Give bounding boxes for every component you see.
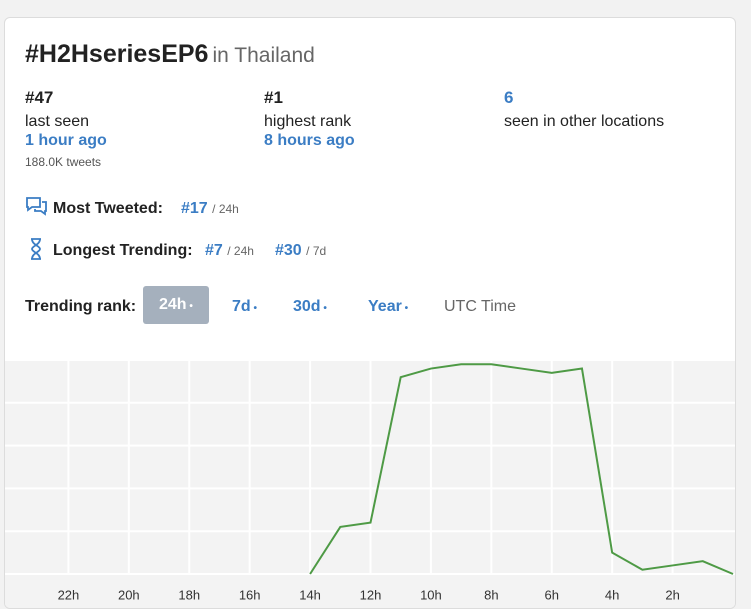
x-tick-label: 22h [58, 587, 80, 602]
stat-value[interactable]: 6 [504, 88, 514, 107]
rank: #7 [205, 242, 223, 259]
tab[interactable]: Year [368, 298, 408, 316]
tweet-count: 188.0K tweets [25, 155, 102, 169]
longest-trending-label: Longest Trending: [53, 242, 193, 259]
stat-value: #1 [264, 88, 283, 107]
x-tick-label: 14h [299, 587, 321, 602]
stat-label: highest rank [264, 113, 352, 130]
rank: #30 [275, 242, 302, 259]
stat-label: last seen [25, 113, 90, 130]
rank: #17 [181, 200, 208, 217]
period: / 24h [212, 202, 239, 216]
x-tick-label: 18h [178, 587, 200, 602]
most-tweeted-label: Most Tweeted: [53, 200, 163, 217]
x-tick-label: 16h [239, 587, 261, 602]
x-tick-label: 12h [360, 587, 382, 602]
tab[interactable]: 30d [293, 298, 327, 316]
tab[interactable]: 7d [232, 298, 257, 316]
most-tweeted[interactable]: #17 / 24h [181, 200, 239, 218]
x-tick-label: 4h [605, 587, 619, 602]
stat-label: seen in other locations [504, 113, 665, 130]
trend-card: #H2HseriesEP6 in Thailand #47 last seen 1… [4, 17, 736, 609]
tab[interactable]: 24h [143, 286, 209, 324]
period: / 7d [306, 244, 327, 258]
stat-time[interactable]: 8 hours ago [264, 132, 355, 149]
title: #H2HseriesEP6 in Thailand [25, 40, 315, 69]
stat-time[interactable]: 1 hour ago [25, 132, 107, 149]
location: in Thailand [212, 44, 315, 67]
page: #H2HseriesEP6 in Thailand #47 last seen 1… [0, 0, 751, 593]
rank-chart: 22h 20h 18h 16h 14h 12h 10h 8h 6h 4h 2h [5, 359, 735, 608]
tabs-label: Trending rank: [25, 298, 137, 315]
x-tick-label: 8h [484, 587, 498, 602]
longest-item[interactable]: #30 / 7d [275, 242, 326, 260]
period: / 24h [227, 244, 254, 258]
chat-icon [26, 197, 47, 216]
x-tick-label: 10h [420, 587, 442, 602]
x-tick-label: 2h [665, 587, 679, 602]
x-tick-label: 20h [118, 587, 140, 602]
timezone[interactable]: UTC Time [444, 298, 516, 315]
stat-value: #47 [25, 88, 54, 107]
x-tick-label: 6h [545, 587, 559, 602]
rank-line [309, 363, 734, 575]
longest-item[interactable]: #7 / 24h [205, 242, 254, 260]
hashtag: #H2HseriesEP6 [25, 40, 209, 68]
hourglass-icon [31, 238, 41, 260]
